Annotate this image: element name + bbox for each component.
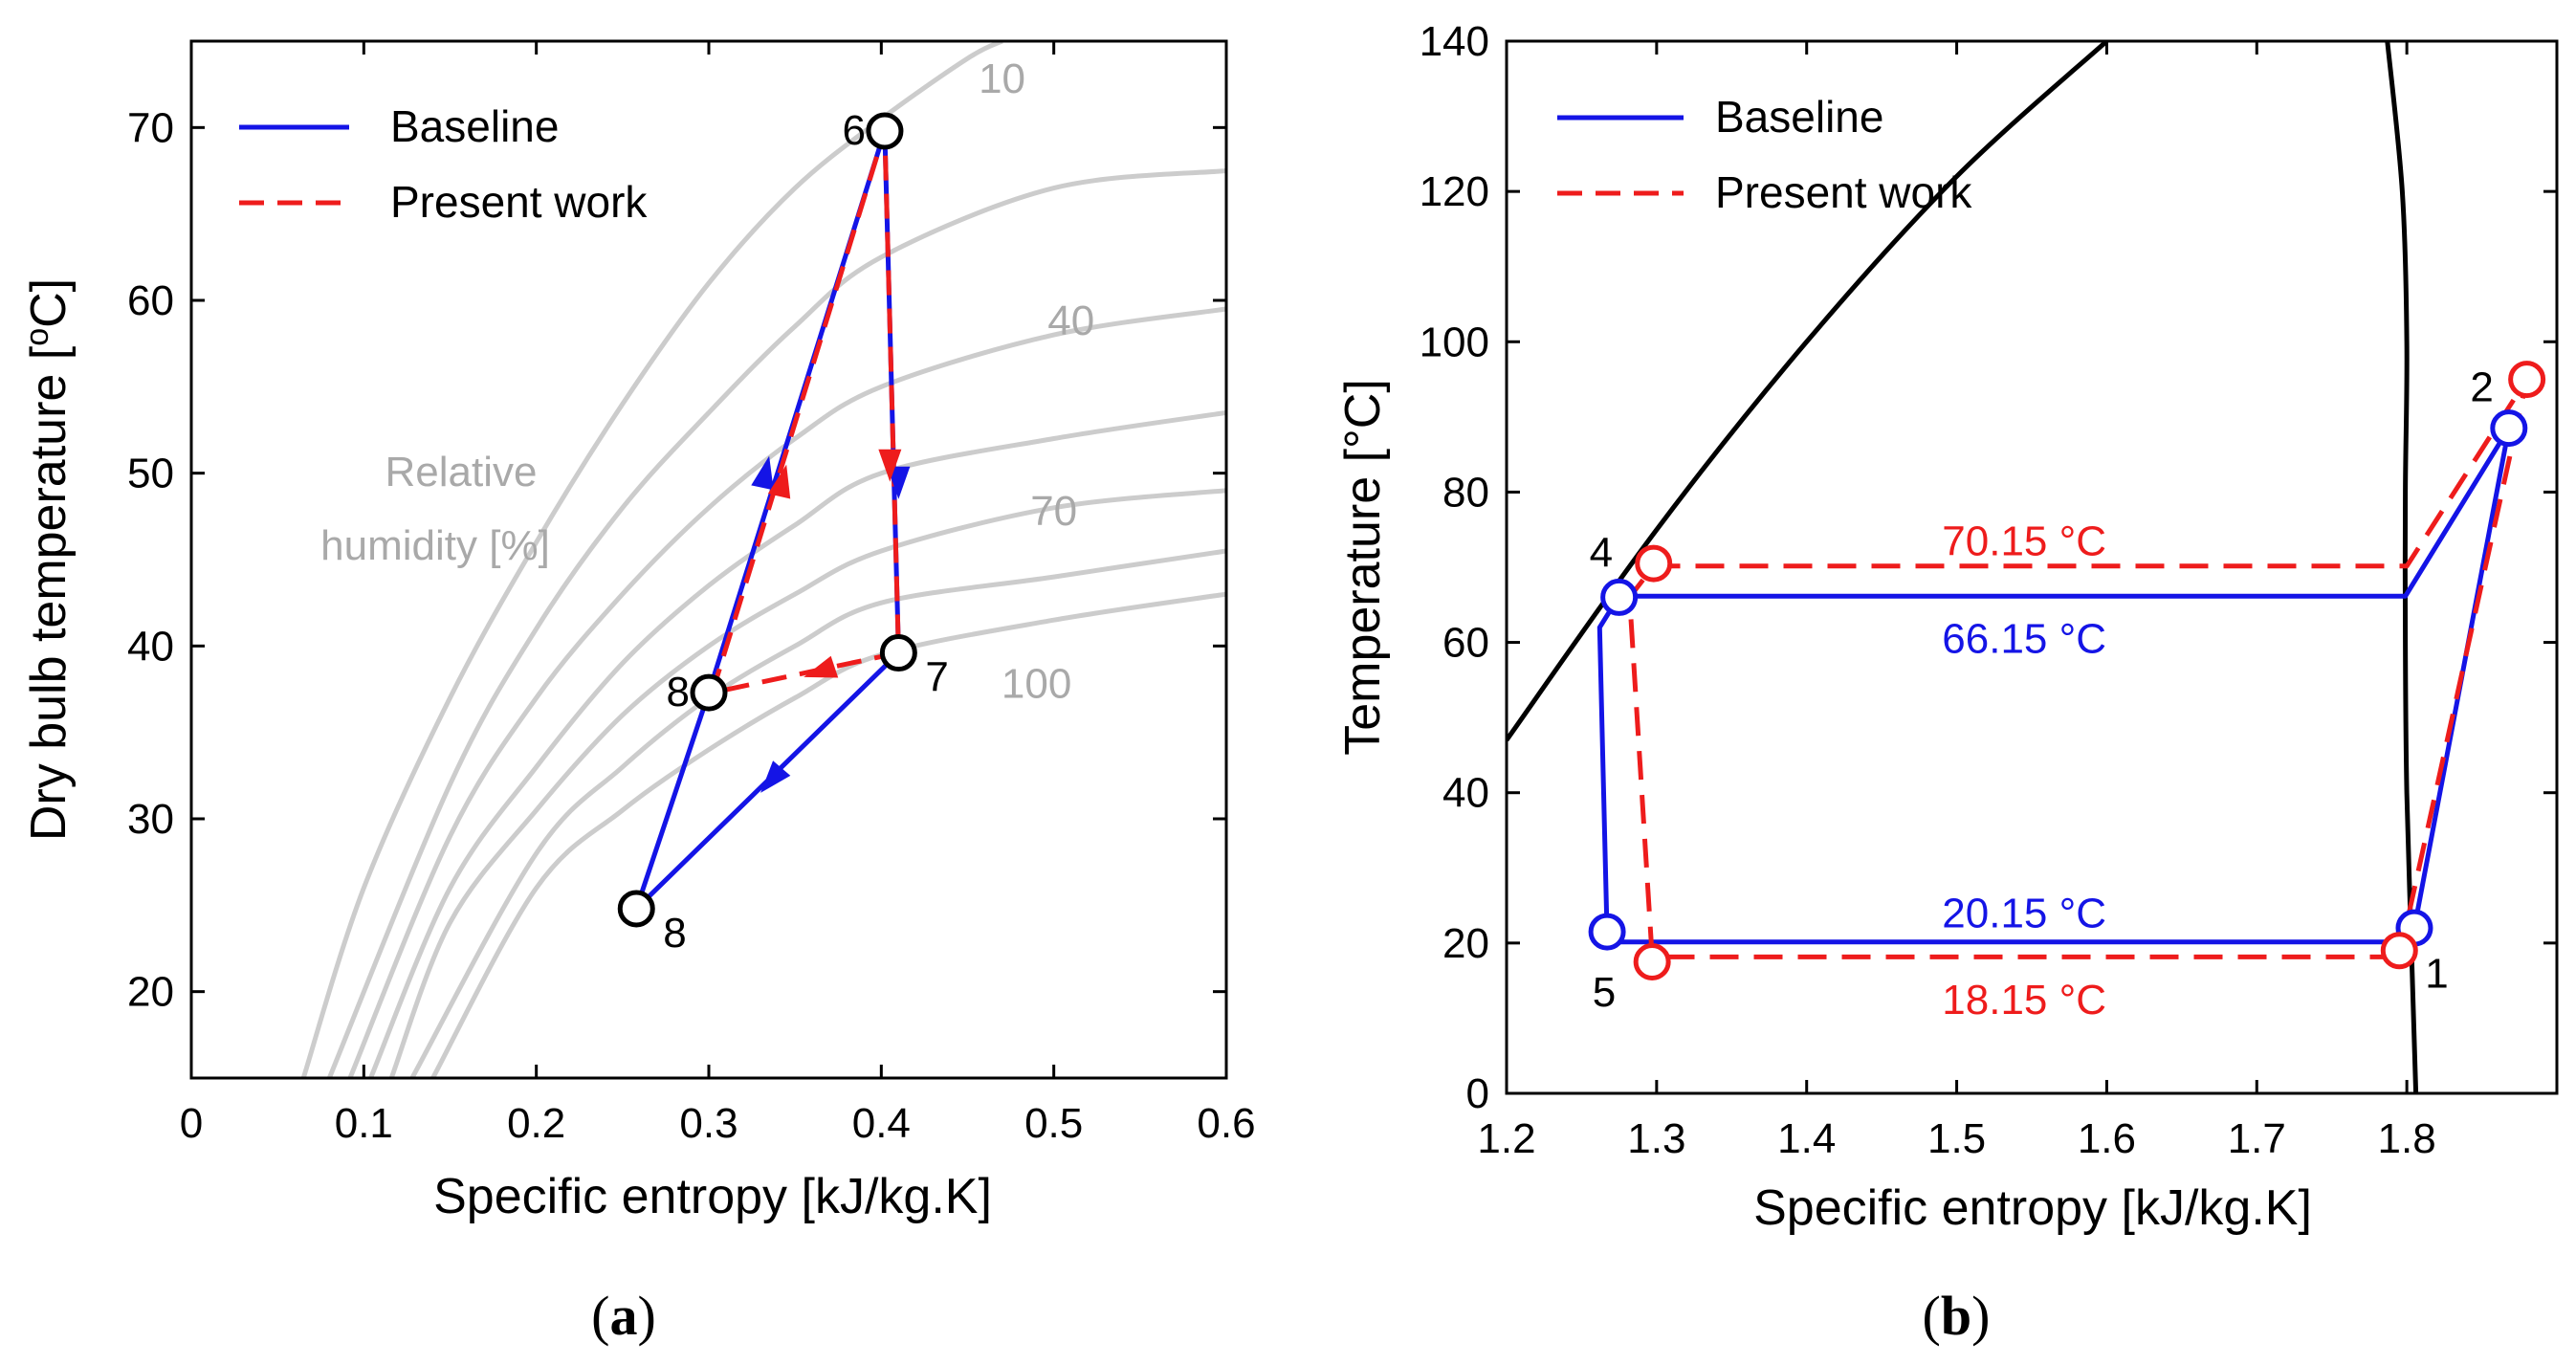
panel-b-y-tick-label: 80 xyxy=(1442,469,1489,516)
panel-b-x-tick-label: 1.8 xyxy=(2378,1115,2436,1162)
panel-a-series-present-work xyxy=(710,128,901,695)
panel-b-x-axis-label: Specific entropy [kJ/kg.K] xyxy=(1753,1180,2312,1236)
panel-b-y-tick-label: 60 xyxy=(1442,620,1489,667)
panel-b-state-point-baseline-2 xyxy=(2490,409,2528,448)
panel-a-rh-curve-3 xyxy=(347,306,1226,1078)
panel-a-series-baseline xyxy=(633,128,901,911)
panel-b-x-tick-label: 1.7 xyxy=(2228,1115,2286,1162)
panel-b-y-tick-label: 100 xyxy=(1420,319,1489,365)
panel-b-state-point-present-8 xyxy=(1633,943,1671,980)
panel-a-rh-label-70: 70 xyxy=(1030,488,1077,535)
panel-a-x-tick-label: 0.4 xyxy=(852,1100,911,1147)
panel-a-y-tick-label: 40 xyxy=(127,623,174,670)
panel-a-legend: Baseline Present work xyxy=(239,101,648,227)
panel-b-temperature-annotation: 70.15 °C xyxy=(1942,518,2106,565)
panel-a-y-axis-label: Dry bulb temperature [oC] xyxy=(19,278,77,841)
panel-a-arrow-6 xyxy=(804,655,839,678)
panel-b-y-tick-label: 0 xyxy=(1466,1070,1489,1117)
panel-b-y-tick-label: 20 xyxy=(1442,920,1489,967)
panel-b-y-tick-label: 140 xyxy=(1420,18,1489,65)
panel-a-state-point-6 xyxy=(866,112,904,150)
panel-b-legend-present-label: Present work xyxy=(1715,167,1972,217)
panel-a-legend-present-label: Present work xyxy=(390,177,648,227)
panel-a-x-tick-label: 0.3 xyxy=(679,1100,738,1147)
panel-b-saturation-liquid-line xyxy=(1507,41,2109,742)
panel-a-rh-title-line1: Relative xyxy=(385,449,538,495)
panel-a-state-point-8 xyxy=(617,890,655,928)
panel-a-state-label-6: 6 xyxy=(842,107,865,154)
panel-a-x-tick-label: 0.1 xyxy=(335,1100,393,1147)
panel-b-state-point-present-7 xyxy=(1635,544,1673,583)
panel-a-rh-title-line2: humidity [%] xyxy=(320,522,550,569)
panel-b-temperature-annotation: 66.15 °C xyxy=(1942,616,2106,663)
panel-b-y-tick-label: 120 xyxy=(1420,168,1489,215)
panel-b-x-tick-label: 1.2 xyxy=(1477,1115,1535,1162)
panel-a-caption: (a) xyxy=(591,1285,656,1347)
panel-a-arrow-2 xyxy=(887,466,911,499)
panel-a-rh-label-100: 100 xyxy=(1002,661,1071,708)
panel-a-y-tick-label: 20 xyxy=(127,969,174,1016)
panel-a-arrow-4 xyxy=(767,464,791,499)
panel-a-chart: 6 7 8 8 0 0.1 0.2 0.3 0.4 0.5 0.6 20 30 40 50 60 70 10… xyxy=(19,39,1256,1347)
panel-a-state-label-8: 8 xyxy=(663,910,686,957)
panel-a-x-tick-label: 0.2 xyxy=(507,1100,565,1147)
panel-a-legend-baseline-label: Baseline xyxy=(390,101,559,151)
panel-b-chart: 1.2 1.3 1.4 1.5 1.6 1.7 1.8 0 20 40 60 80 100 120 140… xyxy=(1335,18,2559,1347)
panel-b-state-point-present-6 xyxy=(2508,361,2546,399)
panel-b-state-label-2: 2 xyxy=(2470,363,2493,410)
panel-b-x-tick-label: 1.6 xyxy=(2078,1115,2136,1162)
panel-b-legend: Baseline Present work xyxy=(1557,92,1972,217)
panel-a-y-tick-label: 60 xyxy=(127,277,174,324)
panel-a-state-label-8: 8 xyxy=(667,669,690,716)
panel-b-state-label-1: 1 xyxy=(2425,950,2448,997)
panel-b-y-axis-label: Temperature [°C] xyxy=(1335,379,1391,756)
panel-b-y-tick-label: 40 xyxy=(1442,770,1489,817)
panel-a-rh-curve-5 xyxy=(388,488,1226,1078)
panel-a-arrow-3 xyxy=(760,760,791,793)
panel-b-x-tick-label: 1.3 xyxy=(1627,1115,1685,1162)
panel-b-state-point-baseline-3 xyxy=(1600,578,1639,616)
panel-a-rh-label-40: 40 xyxy=(1047,297,1094,344)
panel-a-arrow-5 xyxy=(878,449,902,482)
panel-b-state-label-4: 4 xyxy=(1590,529,1613,576)
panel-a-state-point-7 xyxy=(879,634,917,672)
panel-a-x-tick-label: 0.5 xyxy=(1024,1100,1083,1147)
panel-b-axes-frame xyxy=(1505,39,2559,1095)
panel-a-x-tick-label: 0 xyxy=(180,1100,203,1147)
panel-a-x-axis-label: Specific entropy [kJ/kg.K] xyxy=(433,1169,992,1224)
panel-b-caption: (b) xyxy=(1923,1285,1991,1347)
panel-b-series-baseline xyxy=(1596,426,2512,945)
panel-b-legend-baseline-label: Baseline xyxy=(1715,92,1883,142)
panel-b-state-point-present-5 xyxy=(2380,932,2418,970)
panel-a-rh-curve-2 xyxy=(326,168,1226,1078)
panel-b-temperature-annotation: 18.15 °C xyxy=(1942,977,2106,1024)
panel-b-state-label-5: 5 xyxy=(1593,969,1616,1016)
panel-b-x-tick-label: 1.5 xyxy=(1927,1115,1986,1162)
panel-b-temperature-annotation: 20.15 °C xyxy=(1942,890,2106,936)
panel-a-rh-curve-7 xyxy=(430,591,1226,1078)
panel-a-rh-label-10: 10 xyxy=(979,55,1025,102)
panel-a-y-tick-label: 30 xyxy=(127,796,174,843)
panel-a-state-point-8 xyxy=(690,673,728,712)
panel-b-state-point-baseline-4 xyxy=(1588,913,1626,951)
panel-a-arrow-1 xyxy=(751,455,774,491)
panel-a-y-tick-label: 70 xyxy=(127,104,174,151)
panel-a-rh-curve-6 xyxy=(409,548,1226,1078)
panel-a-x-tick-label: 0.6 xyxy=(1197,1100,1255,1147)
panel-b-x-tick-label: 1.4 xyxy=(1777,1115,1836,1162)
panel-a-state-label-7: 7 xyxy=(925,654,948,701)
panel-a-rh-curve-4 xyxy=(368,409,1226,1078)
panel-b-series-present-work xyxy=(1627,377,2530,959)
panel-a-y-tick-label: 50 xyxy=(127,451,174,497)
